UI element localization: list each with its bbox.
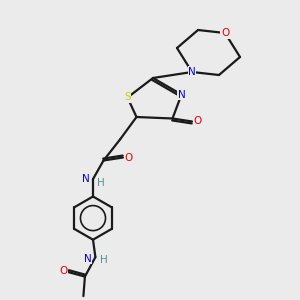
Text: O: O: [221, 28, 229, 38]
Text: N: N: [84, 254, 92, 264]
Text: N: N: [178, 89, 185, 100]
Text: N: N: [188, 67, 196, 77]
Text: O: O: [124, 152, 133, 163]
Text: H: H: [100, 255, 107, 265]
Text: S: S: [124, 92, 131, 103]
Text: H: H: [97, 178, 104, 188]
Text: O: O: [193, 116, 202, 127]
Text: O: O: [59, 266, 67, 276]
Text: N: N: [82, 174, 89, 184]
